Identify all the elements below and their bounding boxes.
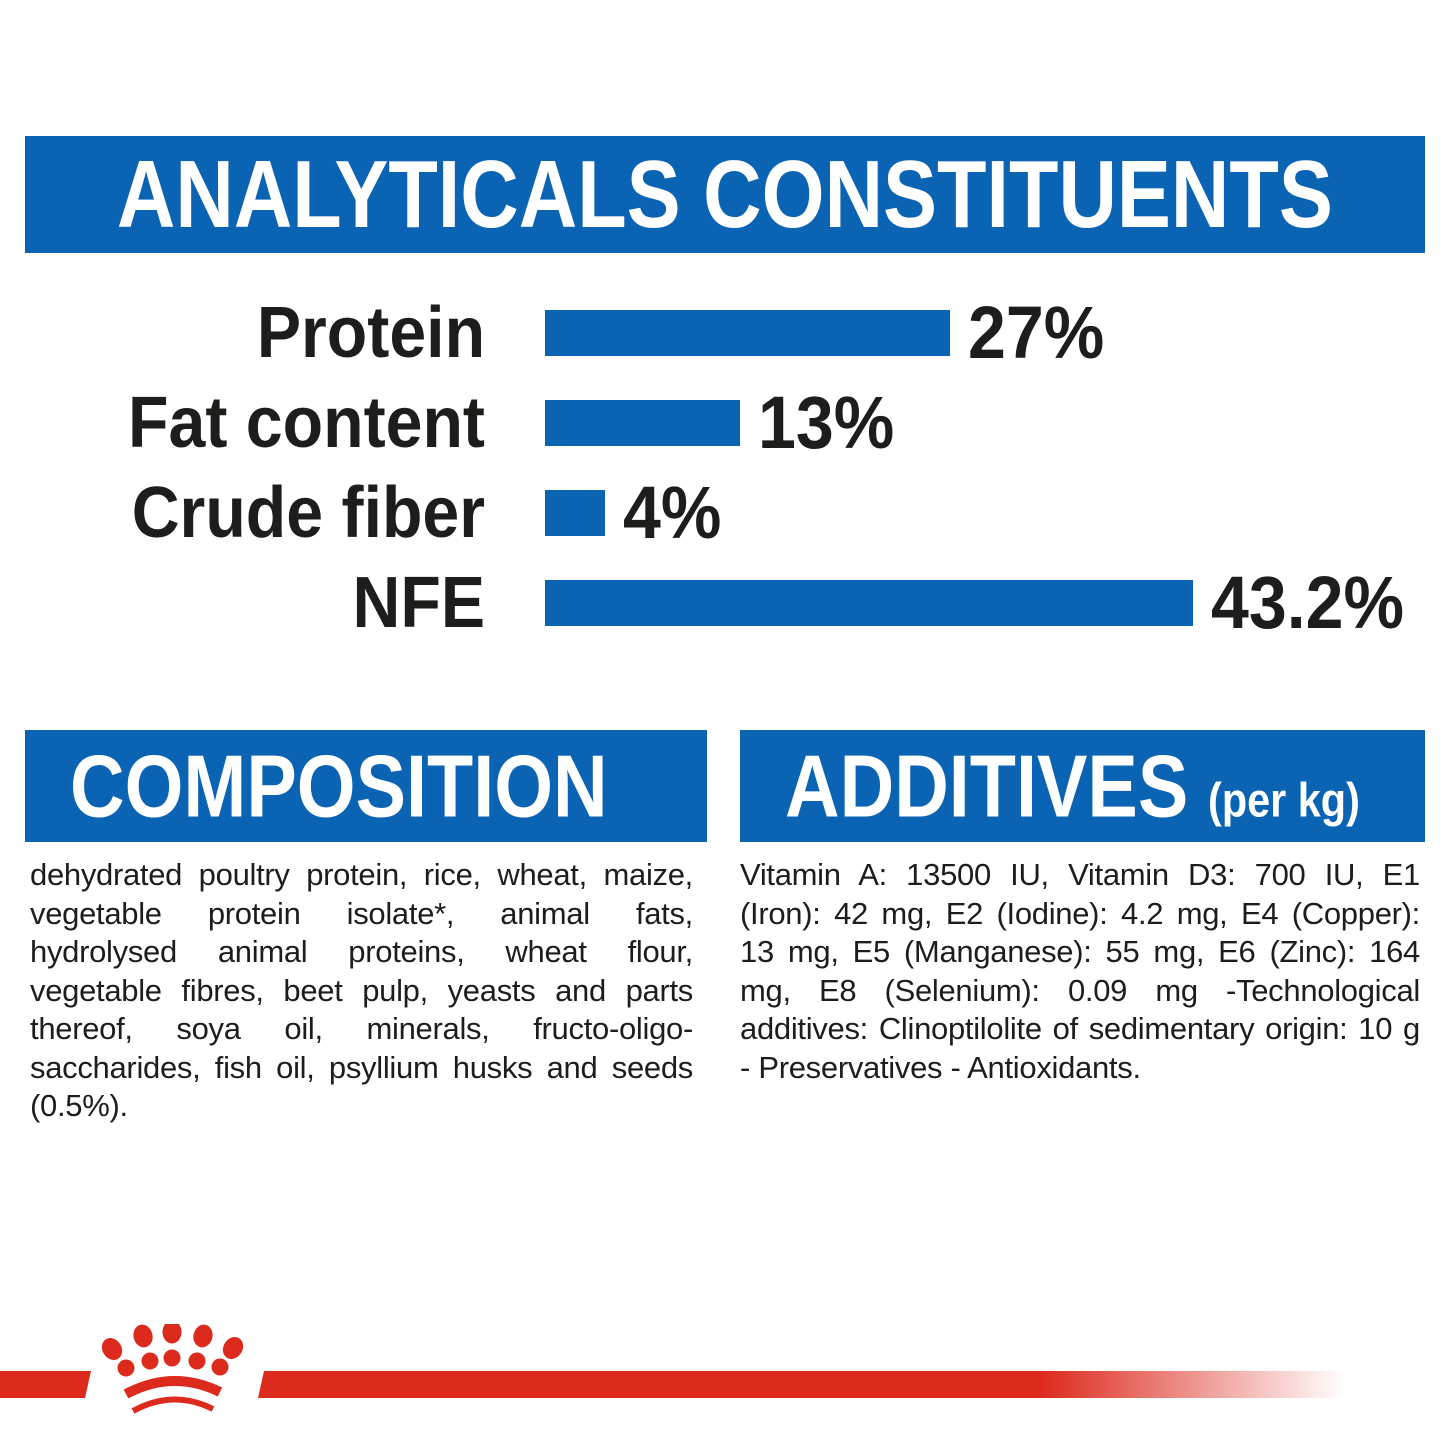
- additives-header: ADDITIVES (per kg): [740, 730, 1425, 842]
- chart-category-label: Crude fiber: [131, 473, 485, 553]
- additives-title-suffix: (per kg): [1208, 772, 1360, 827]
- chart-row: Crude fiber 4%: [0, 468, 1445, 558]
- chart-value-label: 27%: [968, 291, 1105, 374]
- chart-row: Fat content 13%: [0, 378, 1445, 468]
- chart-category-label: Fat content: [128, 383, 485, 463]
- chart-value-label: 4%: [623, 471, 722, 554]
- chart-row: Protein 27%: [0, 288, 1445, 378]
- chart-bar: [545, 490, 605, 536]
- chart-bar: [545, 400, 740, 446]
- chart-value-label: 13%: [758, 381, 895, 464]
- composition-header: COMPOSITION: [25, 730, 707, 842]
- chart-category-label: Protein: [256, 293, 485, 373]
- chart-bar: [545, 310, 950, 356]
- additives-text: Vitamin A: 13500 IU, Vitamin D3: 700 IU,…: [740, 857, 1420, 1085]
- analyticals-chart: Protein 27% Fat content 13% Crude fiber 4% NFE…: [0, 288, 1445, 648]
- chart-category-label: NFE: [352, 563, 485, 643]
- additives-title: ADDITIVES: [785, 736, 1189, 836]
- royal-canin-crown-icon: [101, 1324, 244, 1414]
- analyticals-title: ANALYTICALS CONSTITUENTS: [117, 141, 1333, 248]
- red-band-right: [258, 1371, 1345, 1398]
- composition-text: dehydrated poultry protein, rice, wheat,…: [30, 857, 693, 1123]
- chart-value-label: 43.2%: [1211, 561, 1405, 644]
- composition-title: COMPOSITION: [70, 736, 608, 836]
- red-band-left: [0, 1371, 91, 1398]
- analyticals-banner: ANALYTICALS CONSTITUENTS: [25, 136, 1425, 253]
- chart-bar: [545, 580, 1193, 626]
- chart-row: NFE 43.2%: [0, 558, 1445, 648]
